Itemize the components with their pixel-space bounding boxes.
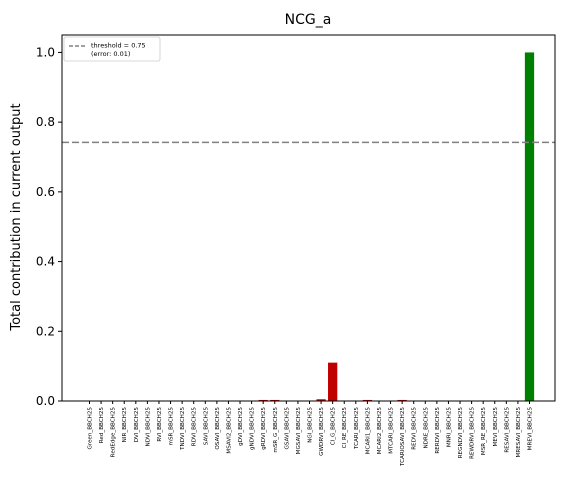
bar xyxy=(328,362,338,401)
y-axis-label: Total contribution in current output xyxy=(9,103,24,331)
x-tick-label: Red_BBCH25 xyxy=(99,407,105,444)
x-tick-label: RedEdge_BBCH25 xyxy=(111,407,117,458)
bar xyxy=(397,399,407,401)
x-tick-label: MNRI_BBCH25 xyxy=(446,407,452,448)
x-tick-label: NGI_BBCH25 xyxy=(308,407,314,443)
x-tick-label: NIR_BBCH25 xyxy=(122,407,128,443)
x-tick-label: REGNDVI_BBCH25 xyxy=(458,407,464,459)
x-tick-label: SAVI_BBCH25 xyxy=(203,407,209,446)
x-tick-label: MTCARI_BBCH25 xyxy=(389,407,395,454)
x-tick-label: mSR_G_BBCH25 xyxy=(273,407,279,453)
x-tick-label: RVI_BBCH25 xyxy=(157,407,163,442)
x-tick-label: TCARI_BBCH25 xyxy=(354,407,360,450)
x-tick-label: MGSAVI_BBCH25 xyxy=(296,407,302,455)
x-tick-label: gDVI_BBCH25 xyxy=(238,407,244,446)
chart-title: NCG_a xyxy=(285,12,332,28)
y-tick-label: 1.0 xyxy=(36,45,55,59)
x-tick-label: RERDVI_BBCH25 xyxy=(435,407,441,454)
x-tick-label: RESAVI_BBCH25 xyxy=(504,407,510,453)
x-tick-label: Green_BBCH25 xyxy=(88,407,94,450)
x-tick-label: REDVI_BBCH25 xyxy=(412,407,418,450)
legend-box xyxy=(63,36,161,62)
y-tick-label: 0.4 xyxy=(36,255,55,269)
y-tick-label: 0.0 xyxy=(36,394,55,408)
bar xyxy=(362,399,373,401)
x-tick-label: MCARI2_BBCH25 xyxy=(377,407,383,455)
x-tick-label: CI_RE_BBCH25 xyxy=(342,407,348,449)
x-tick-label: CI_G_BBCH25 xyxy=(331,407,337,446)
x-tick-label: MRESAVI_BBCH25 xyxy=(516,407,522,458)
legend: threshold = 0.75 (error: 0.01) xyxy=(63,36,161,62)
x-tick-label: MEVI_BBCH25 xyxy=(493,407,499,447)
x-tick-label: MCARI1_BBCH25 xyxy=(365,407,371,455)
x-tick-label: MSAVI2_BBCH25 xyxy=(226,407,232,454)
y-tick-label: 0.8 xyxy=(36,115,55,129)
x-tick-label: NDVI_BBCH25 xyxy=(145,407,151,447)
x-tick-label: gRDVI_BBCH25 xyxy=(261,407,267,450)
bar xyxy=(270,399,280,401)
x-tick-label: GSAVI_BBCH25 xyxy=(284,407,290,450)
x-tick-label: MSR_RE_BBCH25 xyxy=(481,407,487,456)
x-tick-label: MREVI_BBCH25 xyxy=(528,407,534,451)
y-tick-label: 0.2 xyxy=(36,324,55,338)
y-ticks-group: 0.0 0.2 0.4 0.6 0.8 1.0 xyxy=(36,45,62,408)
x-tick-label: NDRE_BBCH25 xyxy=(423,407,429,449)
x-tick-label: gNDVI_BBCH25 xyxy=(250,407,256,450)
bar xyxy=(524,52,535,402)
y-tick-label: 0.6 xyxy=(36,185,55,199)
legend-label-line1: threshold = 0.75 xyxy=(91,42,146,50)
x-tick-label: TNDVI_BBCH25 xyxy=(180,407,186,451)
x-tick-label: TCARIOSAVI_BBCH25 xyxy=(400,407,406,467)
x-tick-label: DVI_BBCH25 xyxy=(134,407,140,443)
plot-frame xyxy=(61,34,556,402)
x-tick-label: GWDRVI_BBCH25 xyxy=(319,407,325,456)
x-tick-label: mSR_BBCH25 xyxy=(169,407,175,446)
bar xyxy=(316,399,326,401)
bar xyxy=(258,399,268,401)
x-tick-label: RDVI_BBCH25 xyxy=(192,407,198,447)
legend-label-line2: (error: 0.01) xyxy=(91,50,130,58)
x-ticks-group: Green_BBCH25 Red_BBCH25 RedEdge_BBCH25 NIR_… xyxy=(88,401,534,467)
x-tick-label: OSAVI_BBCH25 xyxy=(215,407,221,450)
bars-group xyxy=(258,52,535,402)
x-tick-label: REWDRVI_BBCH25 xyxy=(470,407,476,459)
